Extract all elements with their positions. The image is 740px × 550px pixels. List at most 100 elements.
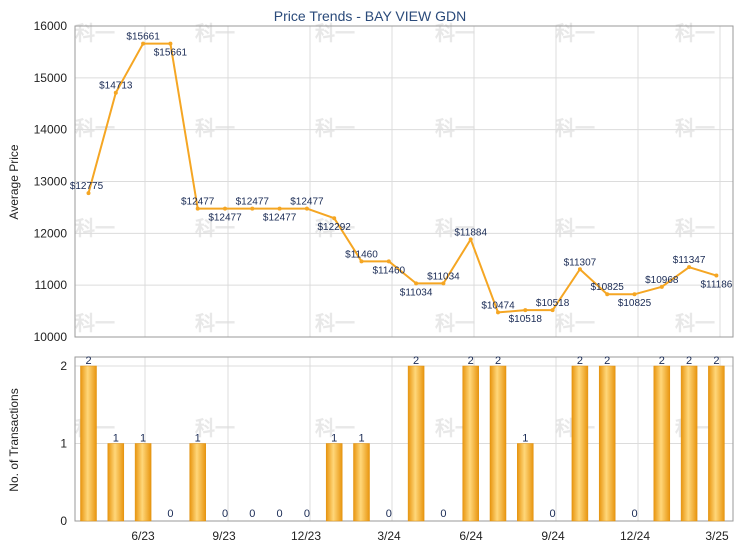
price-data-label: $12292 [318,222,352,233]
price-data-label: $12775 [70,181,104,192]
transaction-bar [189,443,206,522]
price-point [332,216,337,221]
watermark-text: 科一 [315,116,355,140]
date-tick-label: 9/24 [541,529,565,543]
price-data-label: $11307 [564,257,597,268]
transaction-count-label: 2 [713,355,719,367]
transaction-bar [134,443,152,522]
transaction-count-label: 0 [304,508,310,520]
watermark-text: 科一 [435,21,475,45]
price-tick-label: 12000 [34,226,68,240]
watermark-text: 科一 [675,311,715,335]
watermark-text: 科一 [675,216,715,240]
watermark-text: 科一 [675,21,715,45]
transaction-count-label: 0 [440,508,446,520]
transaction-count-label: 2 [495,355,501,367]
price-data-label: $11186 [700,280,732,291]
price-data-label: $10968 [645,275,679,286]
watermark-text: 科一 [555,21,595,45]
price-point [250,206,255,211]
price-point [414,281,419,286]
price-data-label: $15661 [126,32,160,43]
transaction-count-label: 0 [167,508,173,520]
price-point [523,308,528,313]
watermark-text: 科一 [555,116,595,140]
price-data-label: $11347 [673,255,706,266]
price-point [141,41,146,46]
watermark-text: 科一 [435,116,475,140]
price-point [659,284,664,289]
transaction-bar [653,365,671,522]
price-tick-label: 13000 [34,175,68,189]
price-point [386,259,391,264]
watermark-text: 科一 [195,21,235,45]
watermark-text: 科一 [315,311,355,335]
price-data-label: $11460 [345,249,378,260]
transaction-count-label: 2 [468,355,474,367]
watermark-text: 科一 [75,216,115,240]
transaction-bar [325,443,343,522]
price-data-label: $11034 [400,287,433,298]
transaction-bar [353,443,370,522]
transaction-bar [80,365,97,522]
price-data-label: $10518 [536,298,570,309]
price-point [714,273,719,278]
transaction-count-label: 2 [577,355,583,367]
price-point [359,259,364,264]
price-tick-label: 16000 [34,19,68,33]
transactions-tick-label: 0 [60,514,67,528]
watermark-text: 科一 [315,21,355,45]
price-data-label: $10518 [509,314,543,325]
date-tick-label: 12/24 [620,529,650,543]
transaction-bar [708,365,725,522]
price-point [113,90,118,95]
price-point [687,265,692,270]
date-tick-label: 6/24 [459,529,483,543]
transactions-plot-frame [74,356,734,522]
price-point [223,206,227,211]
transactions-tick-label: 1 [60,437,67,451]
price-axis-title: Average Price [7,144,21,219]
price-data-label: $10825 [591,282,625,293]
date-tick-label: 9/23 [212,529,236,543]
transactions-axis-title: No. of Transactions [7,388,21,491]
price-data-label: $11034 [427,271,460,282]
price-point [577,267,582,272]
date-tick-label: 12/23 [291,529,321,543]
price-plot-frame [74,25,734,338]
transaction-count-label: 2 [604,355,610,367]
price-data-label: $12477 [208,213,242,224]
transactions-grid [75,357,733,522]
price-line-layer [86,41,719,315]
watermark-text: 科一 [75,311,115,335]
transaction-count-label: 1 [358,433,364,445]
transaction-count-label: 1 [522,433,528,445]
transaction-count-label: 0 [550,508,556,520]
transaction-count-label: 0 [386,508,392,520]
price-data-label: $10474 [481,300,515,311]
price-data-label: $10825 [618,298,652,309]
price-data-label: $12477 [290,197,324,208]
transaction-bar [462,365,479,522]
price-point [86,191,91,196]
price-point [605,292,610,297]
transactions-tick-label: 2 [60,359,67,373]
chart-title: Price Trends - BAY VIEW GDN [274,8,466,24]
date-tick-label: 3/24 [377,529,401,543]
price-tick-label: 14000 [34,123,68,137]
watermark-text: 科一 [75,21,115,45]
transaction-count-label: 0 [222,508,228,520]
transaction-bar [517,443,534,522]
watermark-text: 科一 [435,311,475,335]
price-point [632,292,637,297]
transaction-count-label: 0 [277,508,283,520]
price-data-label: $11460 [372,265,405,276]
transaction-count-label: 1 [195,433,201,445]
price-point [468,237,473,242]
watermark-text: 科一 [675,116,715,140]
price-data-label: $11884 [454,227,487,238]
price-data-labels: $12775 $14713 $15661 $15661 $12477 $12477 $124… [70,32,733,326]
price-point [496,310,500,315]
